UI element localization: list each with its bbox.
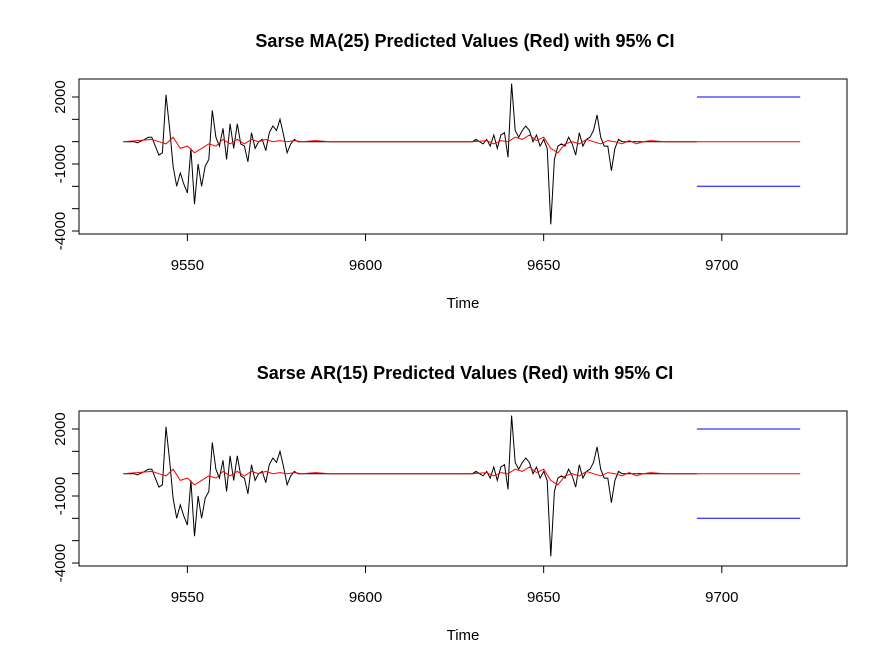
x-axis-label: Time bbox=[447, 627, 480, 644]
x-tick-label: 9700 bbox=[705, 589, 738, 606]
chart-title: Sarse AR(15) Predicted Values (Red) with… bbox=[257, 363, 673, 383]
plot-frame bbox=[78, 410, 848, 567]
chart-panel-2: Sarse AR(15) Predicted Values (Red) with… bbox=[52, 363, 848, 644]
series-line-observed-1 bbox=[123, 415, 697, 557]
x-tick-label: 9650 bbox=[527, 589, 560, 606]
y-tick-label: -4000 bbox=[52, 544, 69, 582]
plot-frame bbox=[78, 78, 848, 235]
x-axis-label: Time bbox=[447, 295, 480, 312]
series-line-observed-1 bbox=[123, 83, 697, 225]
series-line-predicted-2 bbox=[123, 134, 801, 154]
y-tick-label: 2000 bbox=[52, 412, 69, 445]
chart-panel-1: Sarse MA(25) Predicted Values (Red) with… bbox=[52, 31, 848, 312]
x-axis: 9550 9600 9650 9700 bbox=[171, 233, 738, 274]
y-axis: 2000 -1000 -4000 bbox=[52, 412, 80, 582]
series-line-predicted-2 bbox=[123, 466, 801, 486]
chart-title: Sarse MA(25) Predicted Values (Red) with… bbox=[255, 31, 674, 51]
x-tick-label: 9650 bbox=[527, 257, 560, 274]
x-axis: 9550 9600 9650 9700 bbox=[171, 565, 738, 606]
y-tick-label: -1000 bbox=[52, 145, 69, 183]
x-tick-label: 9700 bbox=[705, 257, 738, 274]
x-tick-label: 9550 bbox=[171, 589, 204, 606]
x-tick-label: 9550 bbox=[171, 257, 204, 274]
y-tick-label: -4000 bbox=[52, 212, 69, 250]
x-tick-label: 9600 bbox=[349, 257, 382, 274]
y-axis: 2000 -1000 -4000 bbox=[52, 80, 80, 250]
x-tick-label: 9600 bbox=[349, 589, 382, 606]
y-tick-label: -1000 bbox=[52, 477, 69, 515]
y-tick-label: 2000 bbox=[52, 80, 69, 113]
